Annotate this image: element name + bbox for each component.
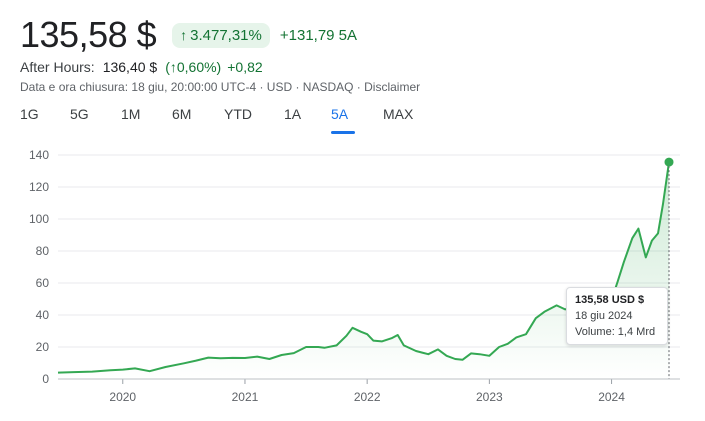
tab-1m[interactable]: 1M (121, 106, 141, 122)
tab-max[interactable]: MAX (383, 106, 414, 122)
price-area (58, 162, 669, 379)
tab-1a[interactable]: 1A (284, 106, 302, 122)
after-hours-row: After Hours: 136,40 $ (↑0,60%) +0,82 (20, 59, 263, 75)
price-chart[interactable]: 0 20 40 60 80 100 120 140 2020 2021 2022 2023 2024 (0, 140, 705, 421)
tooltip-volume: Volume: 1,4 Mrd (575, 326, 656, 338)
x-tick-label: 2021 (232, 390, 259, 404)
x-tick-label: 2020 (109, 390, 136, 404)
price-tooltip: 135,58 USD $ 18 giu 2024 Volume: 1,4 Mrd (566, 287, 668, 345)
quote-header: 135,58 $ ↑ 3.477,31% +131,79 5A (20, 14, 357, 56)
change-percent-badge: ↑ 3.477,31% (172, 22, 270, 48)
tab-ytd[interactable]: YTD (224, 106, 252, 122)
y-tick-label: 60 (36, 276, 50, 290)
tab-5g[interactable]: 5G (70, 106, 89, 122)
hover-point (664, 157, 674, 167)
y-tick-label: 120 (29, 180, 49, 194)
after-hours-change: +0,82 (227, 59, 263, 75)
tab-5a[interactable]: 5A (331, 106, 355, 134)
closing-meta[interactable]: Data e ora chiusura: 18 giu, 20:00:00 UT… (20, 80, 421, 94)
tooltip-price: 135,58 USD $ (575, 294, 645, 306)
after-hours-percent: (↑0,60%) (165, 59, 222, 75)
current-price: 135,58 $ (20, 14, 157, 55)
y-tick-label: 20 (36, 340, 50, 354)
y-tick-label: 100 (29, 212, 49, 226)
range-tabs: 1G 5G 1M 6M YTD 1A 5A MAX (20, 106, 423, 134)
y-tick-label: 0 (42, 372, 49, 386)
arrow-up-icon: ↑ (180, 27, 188, 43)
after-hours-label: After Hours: (20, 59, 95, 75)
x-tick-label: 2023 (476, 390, 503, 404)
x-tick-label: 2024 (598, 390, 625, 404)
y-tick-label: 140 (29, 148, 49, 162)
change-absolute: +131,79 5A (279, 26, 358, 44)
tab-6m[interactable]: 6M (172, 106, 192, 122)
y-tick-label: 80 (36, 244, 50, 258)
x-tick-label: 2022 (354, 390, 381, 404)
tab-1g[interactable]: 1G (20, 106, 39, 122)
after-hours-price: 136,40 $ (102, 59, 158, 75)
change-percent: 3.477,31% (190, 26, 262, 44)
tooltip-date: 18 giu 2024 (575, 310, 633, 322)
y-tick-label: 40 (36, 308, 50, 322)
